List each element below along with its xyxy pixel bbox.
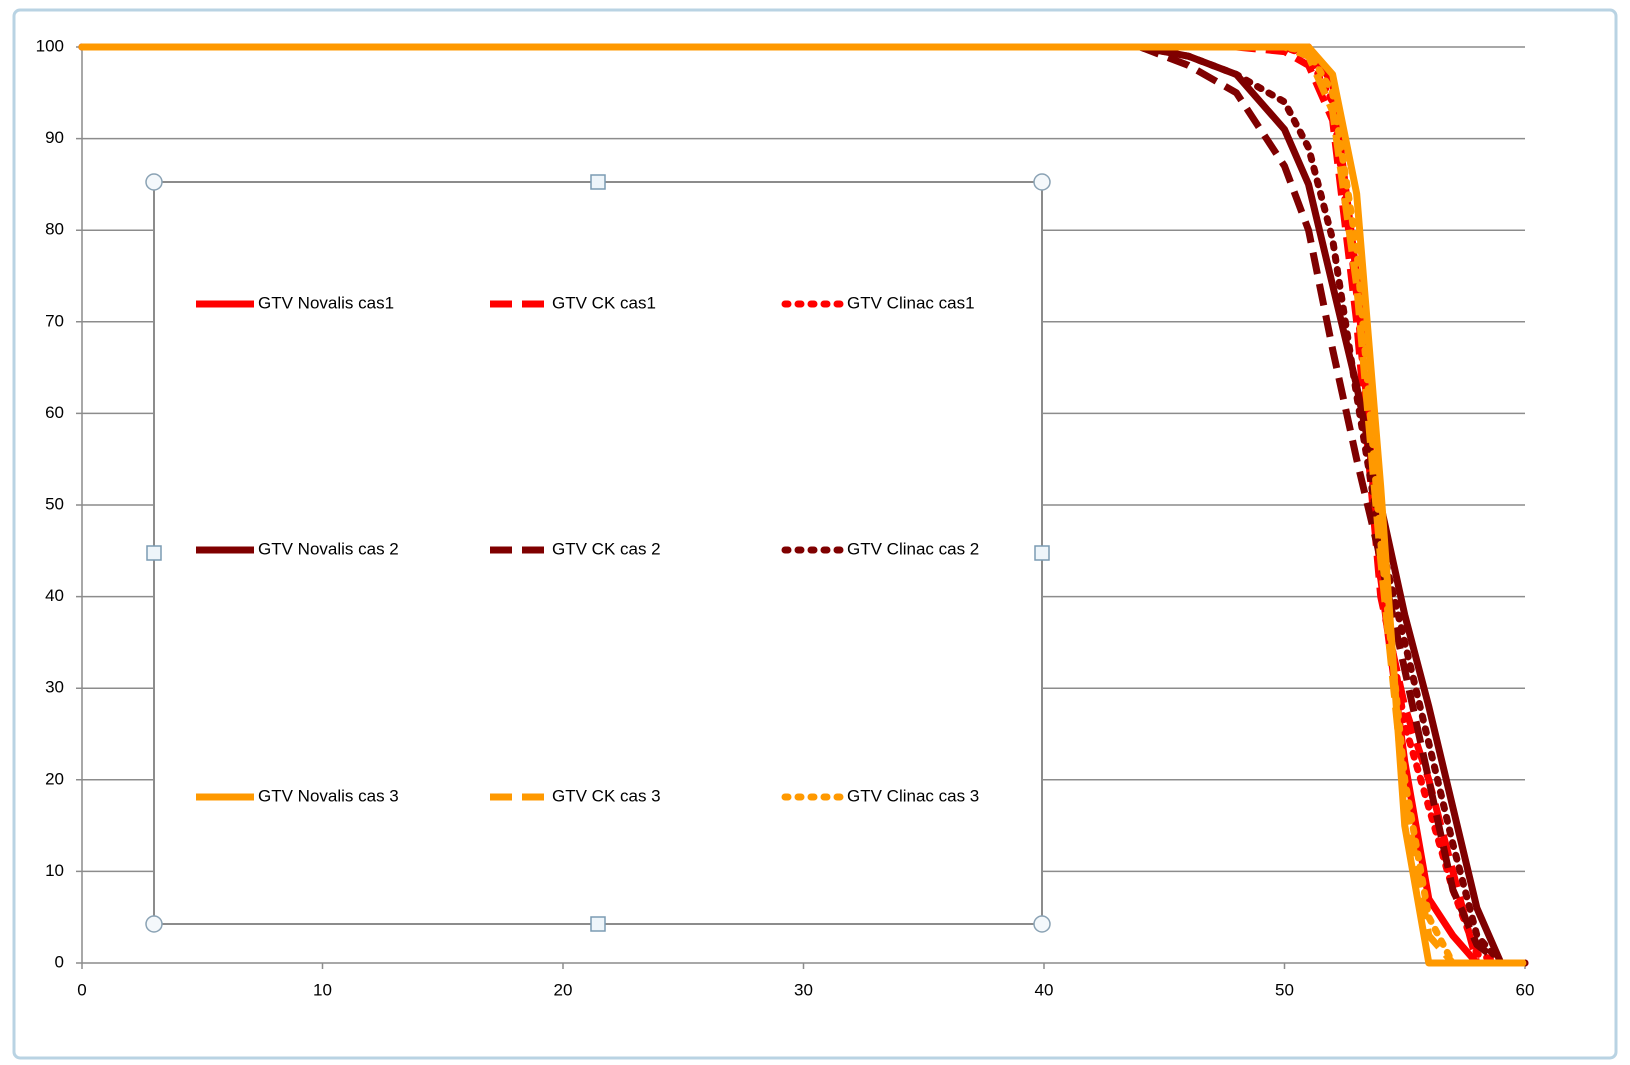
legend-box [153,181,1043,925]
legend-label: GTV Clinac cas 2 [847,539,979,558]
data-line [82,43,1525,967]
data-line [78,43,1529,967]
y-tick-label: 10 [45,861,64,880]
x-tick-label: 60 [1516,980,1535,999]
y-tick-label: 100 [36,36,64,55]
x-tick-label: 20 [554,980,573,999]
legend-handle [1033,915,1051,933]
plot-area: 0 10 20 30 40 50 60 70 80 90 100 0 10 20 30 40 50 60 [36,36,1535,999]
legend-handle [590,916,606,932]
legend-handle [590,174,606,190]
legend-label: GTV Clinac cas 3 [847,786,979,805]
legend-handle [146,545,162,561]
legend-label: GTV CK cas 2 [552,539,661,558]
y-tick-label: 90 [45,128,64,147]
legend-label: GTV Novalis cas 2 [258,539,399,558]
y-tick-label: 70 [45,311,64,330]
x-tick-label: 30 [794,980,813,999]
legend-handle [145,915,163,933]
legend-handle [145,173,163,191]
x-tick-label: 40 [1035,980,1054,999]
x-tick-label: 10 [313,980,332,999]
y-tick-label: 60 [45,403,64,422]
y-tick-label: 50 [45,494,64,513]
legend-label: GTV CK cas 3 [552,786,661,805]
legend-handle [1033,173,1051,191]
y-tick-label: 40 [45,586,64,605]
y-tick-label: 20 [45,769,64,788]
legend-label: GTV Novalis cas1 [258,293,394,312]
x-tick-label: 0 [77,980,86,999]
legend-label: GTV Novalis cas 3 [258,786,399,805]
legend-label: GTV Clinac cas1 [847,293,975,312]
x-tick-label: 50 [1275,980,1294,999]
y-tick-label: 30 [45,678,64,697]
legend-handle [1034,545,1050,561]
legend-label: GTV CK cas1 [552,293,656,312]
y-tick-label: 0 [55,952,64,971]
data-line [78,43,1529,967]
y-tick-label: 80 [45,220,64,239]
